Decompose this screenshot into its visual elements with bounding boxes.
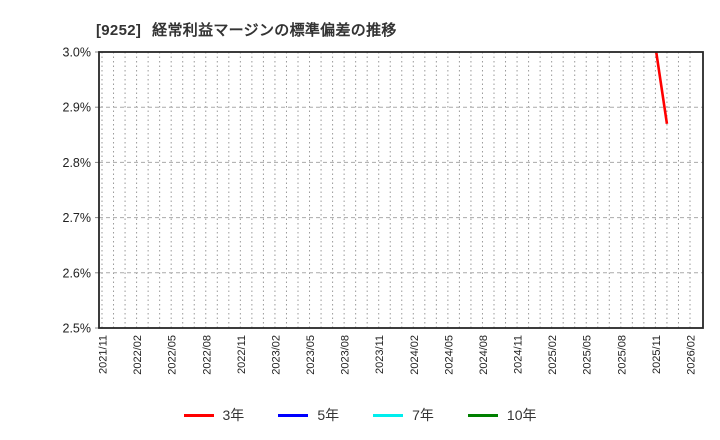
- legend-label: 5年: [317, 407, 340, 423]
- series-line-3年: [654, 52, 669, 124]
- svg-text:2026/02: 2026/02: [686, 335, 698, 375]
- svg-text:2.5%: 2.5%: [63, 322, 92, 336]
- legend-swatch: [278, 413, 309, 417]
- chart-title: [9252] 経常利益マージンの標準偏差の推移: [96, 19, 397, 40]
- svg-text:2022/02: 2022/02: [132, 335, 144, 375]
- svg-text:2.8%: 2.8%: [63, 156, 92, 170]
- svg-text:2024/11: 2024/11: [513, 335, 525, 374]
- svg-text:2023/11: 2023/11: [374, 335, 386, 374]
- legend-entry-5年: 5年: [278, 405, 339, 425]
- svg-text:2025/08: 2025/08: [616, 335, 628, 375]
- chart-legend: 3年 5年 7年 10年: [0, 404, 720, 426]
- legend-swatch: [467, 413, 498, 417]
- ticker-code: [9252]: [96, 22, 142, 39]
- legend-swatch: [183, 413, 214, 417]
- svg-text:2.6%: 2.6%: [63, 266, 92, 280]
- svg-text:2025/11: 2025/11: [651, 335, 663, 374]
- legend-label: 10年: [506, 407, 537, 423]
- svg-text:2025/05: 2025/05: [582, 335, 594, 375]
- svg-text:2023/08: 2023/08: [340, 335, 352, 375]
- legend-label: 3年: [222, 407, 245, 423]
- svg-text:2.9%: 2.9%: [63, 101, 92, 115]
- legend-entry-7年: 7年: [373, 405, 434, 425]
- chart-title-text: 経常利益マージンの標準偏差の推移: [152, 22, 397, 39]
- legend-label: 7年: [412, 407, 434, 423]
- legend-entry-10年: 10年: [467, 405, 537, 425]
- svg-text:2.7%: 2.7%: [63, 211, 92, 225]
- svg-text:3.0%: 3.0%: [63, 46, 92, 60]
- svg-text:2022/11: 2022/11: [236, 335, 248, 374]
- legend-swatch: [373, 413, 404, 417]
- svg-text:2024/05: 2024/05: [443, 335, 455, 375]
- svg-text:2022/08: 2022/08: [201, 335, 213, 375]
- svg-text:2022/05: 2022/05: [167, 335, 179, 375]
- svg-text:2025/02: 2025/02: [547, 335, 559, 375]
- svg-text:2024/08: 2024/08: [478, 335, 490, 375]
- svg-text:2023/05: 2023/05: [305, 335, 317, 375]
- legend-entry-3年: 3年: [183, 405, 245, 425]
- svg-text:2024/02: 2024/02: [409, 335, 421, 375]
- svg-text:2021/11: 2021/11: [98, 335, 110, 374]
- svg-text:2023/02: 2023/02: [270, 335, 282, 375]
